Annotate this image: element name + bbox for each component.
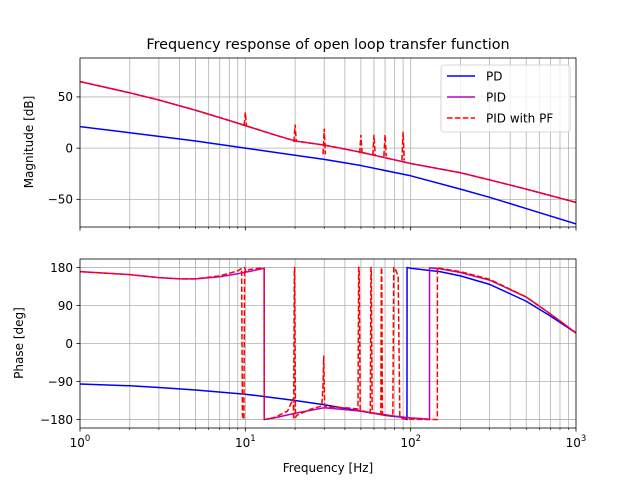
legend-label: PID with PF — [486, 111, 553, 125]
magnitude-y-axis-label: Magnitude [dB] — [22, 96, 36, 189]
x-tick-label: 101 — [235, 434, 256, 450]
magnitude-y-tick-label: 0 — [65, 141, 73, 155]
resonance-spike — [322, 128, 327, 155]
magnitude-y-tick-label: 50 — [58, 90, 73, 104]
resonance-spike — [401, 131, 406, 161]
resonance-spike — [293, 124, 298, 143]
phase-y-tick-label: 0 — [65, 337, 73, 351]
x-tick-label: 100 — [70, 434, 91, 450]
phase-plot-area — [80, 266, 576, 421]
series-line-pid-with-pf — [80, 80, 576, 204]
x-tick-label: 102 — [400, 434, 421, 450]
phase-axes: 180 90 0 −90 −180 — [40, 258, 577, 432]
phase-grid — [80, 259, 576, 428]
magnitude-axes: 50 0 −50 — [48, 57, 577, 231]
legend-label: PD — [486, 69, 502, 83]
resonance-spike — [372, 134, 376, 156]
resonance-spike — [383, 134, 388, 157]
x-axis-label: Frequency [Hz] — [283, 461, 374, 475]
phase-y-tick-label: −180 — [40, 413, 73, 427]
magnitude-y-tick-label: −50 — [48, 193, 73, 207]
phase-y-tick-label: −90 — [48, 375, 73, 389]
series-line-pid-with-pf — [80, 266, 576, 421]
legend-box — [440, 64, 571, 133]
legend: PD PID PID with PF — [440, 64, 571, 133]
phase-y-tick-label: 180 — [50, 261, 73, 275]
x-tick-label: 103 — [566, 434, 587, 450]
resonance-spike — [358, 134, 363, 154]
legend-label: PID — [486, 90, 506, 104]
x-tick-labels: 100 101 102 103 — [70, 434, 587, 450]
chart-title: Frequency response of open loop transfer… — [146, 37, 509, 53]
series-line-pd — [80, 125, 576, 225]
phase-y-tick-label: 90 — [58, 299, 73, 313]
phase-y-axis-label: Phase [deg] — [12, 307, 26, 379]
magnitude-plot-area — [80, 80, 576, 225]
magnitude-axes-frame — [79, 57, 577, 228]
resonance-spike — [243, 112, 248, 126]
